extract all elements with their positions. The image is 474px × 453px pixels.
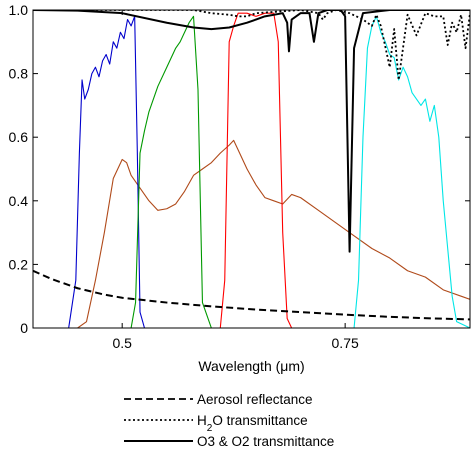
series-green-band-line [33, 15, 470, 328]
series-o3o2-line [33, 10, 470, 253]
legend-label-o3o2: O3 & O2 transmittance [197, 434, 334, 449]
series-aerosol-line [33, 269, 470, 321]
series-nir-band-line [33, 15, 470, 328]
series-red-band-line [33, 12, 470, 328]
y-tick-label: 0.6 [9, 129, 29, 145]
legend-label-aerosol: Aerosol reflectance [197, 392, 313, 407]
y-tick-label: 1.0 [9, 2, 29, 18]
legend-label-h2o: H2O transmittance [197, 413, 308, 434]
y-tick-label: 0.8 [9, 66, 29, 82]
series-layer [33, 10, 470, 328]
series-blue-band-line [33, 15, 149, 328]
plot-frame [32, 9, 471, 329]
x-axis-label: Wavelength (μm) [198, 358, 304, 374]
y-tick-label: 0.4 [9, 193, 29, 209]
ticks-layer: 0 0.2 0.4 0.6 0.8 1.0 0.5 0.75 [9, 2, 470, 351]
y-tick-label: 0 [20, 320, 28, 336]
y-tick-label: 0.2 [9, 256, 29, 272]
series-h2o-line [33, 10, 470, 81]
x-tick-label: 0.5 [112, 335, 132, 351]
series-reflectance-line [33, 139, 470, 328]
x-tick-label: 0.75 [332, 335, 359, 351]
